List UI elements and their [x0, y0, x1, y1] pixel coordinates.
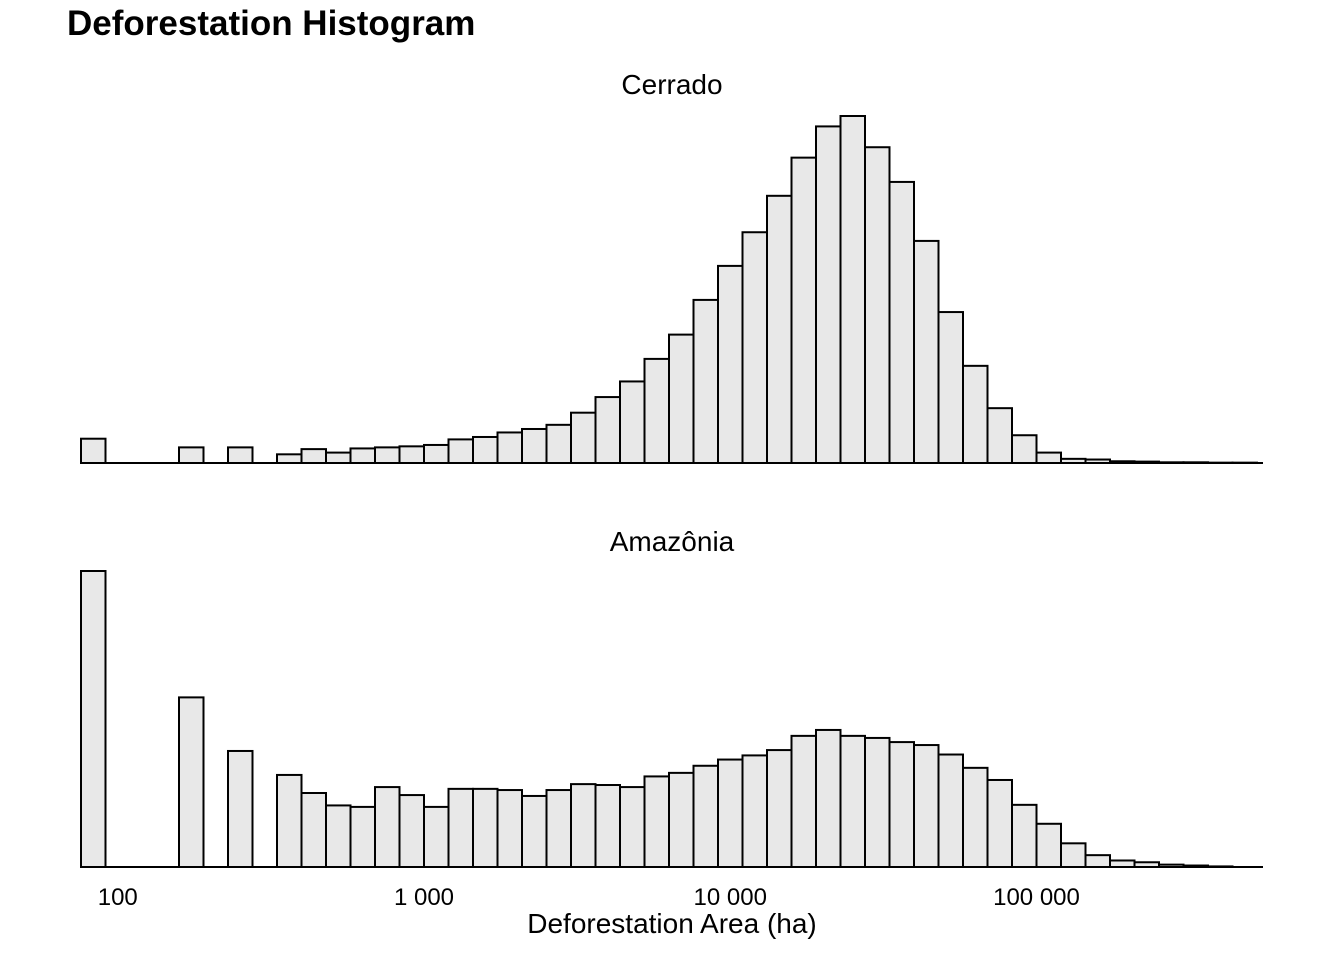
bar-cerrado-11 — [349, 447, 376, 464]
bar-cerrado-16 — [472, 435, 499, 465]
x-axis-ticks: 100 1 000 10 000 100 000 — [98, 884, 1080, 911]
bar-cerrado-0 — [80, 437, 107, 464]
bar-cerrado-13 — [398, 445, 425, 464]
bar-amazonia-19 — [545, 789, 572, 868]
panel-amazonia-bars — [80, 570, 1263, 869]
bar-cerrado-25 — [692, 298, 719, 464]
bar-amazonia-38 — [1011, 803, 1038, 869]
bar-amazonia-16 — [472, 787, 499, 868]
bar-amazonia-26 — [717, 758, 744, 868]
bar-amazonia-23 — [643, 775, 670, 868]
bar-cerrado-18 — [521, 427, 548, 464]
bar-cerrado-4 — [178, 446, 205, 465]
bar-cerrado-19 — [545, 423, 572, 464]
x-axis-label: Deforestation Area (ha) — [527, 908, 817, 939]
bar-amazonia-20 — [570, 783, 597, 868]
bar-cerrado-35 — [937, 311, 964, 464]
bar-amazonia-22 — [619, 786, 646, 869]
bar-amazonia-35 — [937, 753, 964, 869]
bar-cerrado-36 — [962, 364, 989, 464]
bar-amazonia-4 — [178, 696, 205, 869]
bar-amazonia-28 — [766, 749, 793, 869]
panel-label-amazonia: Amazônia — [610, 526, 735, 557]
bar-amazonia-15 — [447, 787, 474, 868]
bar-cerrado-33 — [888, 180, 915, 464]
bar-amazonia-9 — [300, 792, 327, 868]
bar-cerrado-38 — [1011, 434, 1038, 464]
bar-amazonia-27 — [741, 754, 768, 868]
bar-cerrado-22 — [619, 380, 646, 465]
bar-amazonia-34 — [913, 744, 940, 868]
x-tick-label-3: 100 000 — [993, 884, 1080, 911]
bar-amazonia-24 — [668, 771, 695, 868]
chart-title: Deforestation Histogram — [67, 4, 475, 43]
bar-cerrado-37 — [986, 407, 1013, 465]
bar-cerrado-21 — [594, 396, 621, 465]
bar-cerrado-23 — [643, 357, 670, 464]
bar-amazonia-36 — [962, 766, 989, 869]
bar-cerrado-34 — [913, 239, 940, 464]
bar-cerrado-9 — [300, 448, 327, 464]
bar-cerrado-29 — [790, 156, 817, 464]
panel-cerrado-bars — [80, 115, 1263, 465]
bar-cerrado-6 — [227, 446, 254, 465]
bar-amazonia-31 — [839, 734, 866, 868]
bar-amazonia-12 — [374, 786, 401, 869]
bar-amazonia-14 — [423, 805, 450, 868]
bar-cerrado-26 — [717, 264, 744, 464]
bar-cerrado-17 — [496, 431, 523, 464]
bar-cerrado-15 — [447, 438, 474, 464]
bar-amazonia-6 — [227, 749, 254, 868]
x-tick-label-1: 1 000 — [394, 884, 454, 911]
bar-amazonia-8 — [276, 773, 303, 868]
bar-cerrado-12 — [374, 446, 401, 465]
bar-amazonia-41 — [1084, 854, 1111, 868]
bar-amazonia-37 — [986, 778, 1013, 868]
bar-amazonia-10 — [325, 804, 352, 868]
bar-cerrado-30 — [815, 125, 842, 464]
x-tick-label-2: 10 000 — [694, 884, 767, 911]
panel-label-cerrado: Cerrado — [621, 69, 722, 100]
bar-amazonia-13 — [398, 794, 425, 869]
bar-cerrado-28 — [766, 194, 793, 464]
bar-cerrado-24 — [668, 333, 695, 464]
bar-amazonia-33 — [888, 741, 915, 869]
bar-amazonia-11 — [349, 805, 376, 868]
bar-cerrado-31 — [839, 115, 866, 464]
bar-amazonia-18 — [521, 794, 548, 869]
bar-cerrado-14 — [423, 443, 450, 464]
bar-amazonia-39 — [1035, 822, 1062, 869]
bar-amazonia-30 — [815, 728, 842, 869]
bar-amazonia-25 — [692, 764, 719, 869]
bar-amazonia-21 — [594, 784, 621, 869]
x-tick-label-0: 100 — [98, 884, 138, 911]
bar-amazonia-29 — [790, 734, 817, 868]
bar-amazonia-0 — [80, 570, 107, 868]
bar-cerrado-32 — [864, 146, 891, 464]
bar-amazonia-17 — [496, 789, 523, 868]
bar-cerrado-39 — [1035, 451, 1062, 464]
bar-cerrado-27 — [741, 231, 768, 464]
bar-amazonia-40 — [1060, 842, 1087, 869]
bar-cerrado-20 — [570, 411, 597, 465]
bar-cerrado-10 — [325, 451, 352, 464]
bar-cerrado-8 — [276, 453, 303, 465]
bar-amazonia-32 — [864, 736, 891, 868]
